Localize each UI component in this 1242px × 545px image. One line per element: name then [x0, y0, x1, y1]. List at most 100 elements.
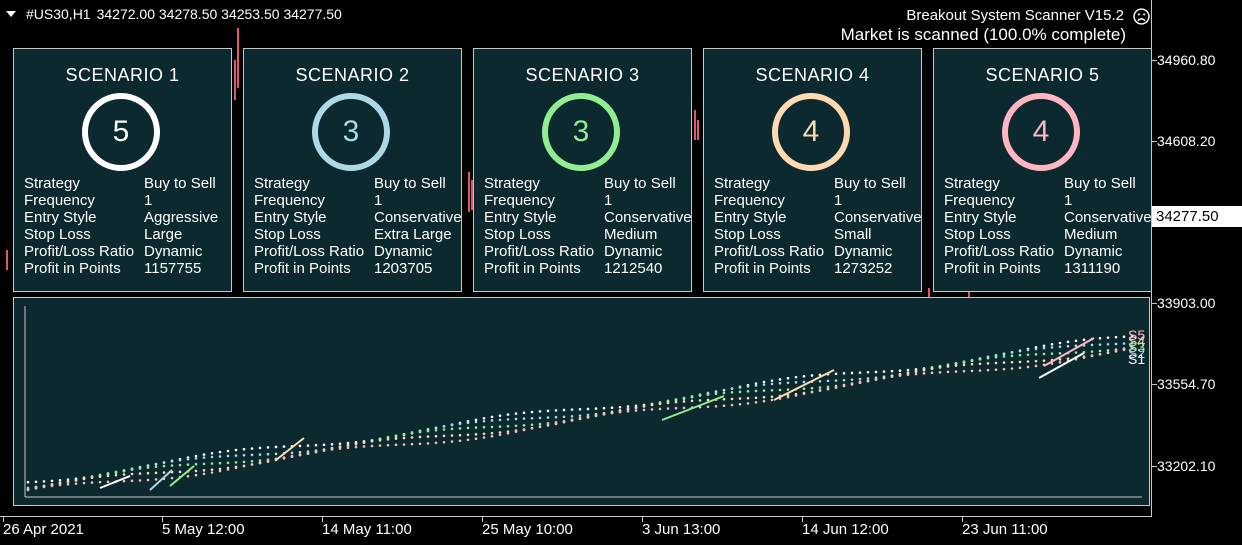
- current-price-marker: 34277.50: [1152, 206, 1242, 227]
- row-value: 1: [834, 192, 843, 209]
- scenario-row: Stop Loss Small: [714, 226, 922, 243]
- scenario-row: Strategy Buy to Sell: [484, 175, 692, 192]
- scenario-details: Strategy Buy to Sell Frequency 1 Entry Style…: [24, 175, 218, 277]
- scenario-row: Frequency 1: [24, 192, 218, 209]
- scenario-title: SCENARIO 5: [985, 65, 1100, 85]
- price-label: 34960.80: [1157, 52, 1216, 68]
- row-label: Frequency: [944, 192, 1015, 209]
- scenario-card-4[interactable]: SCENARIO 4 4 Strategy Buy to Sell Frequency 1…: [703, 48, 922, 292]
- row-value: Extra Large: [374, 226, 452, 243]
- scenario-row: Entry Style Conservative: [944, 209, 1152, 226]
- scenario-card-1[interactable]: SCENARIO 1 5 Strategy Buy to Sell Frequency 1…: [13, 48, 232, 292]
- row-value: Dynamic: [1064, 243, 1123, 260]
- time-label: 14 May 11:00: [322, 521, 412, 538]
- price-label: 34608.20: [1157, 133, 1216, 149]
- row-value: 1212540: [604, 260, 663, 277]
- row-label: Profit/Loss Ratio: [24, 243, 135, 260]
- time-axis: 26 Apr 2021 5 May 12:00 14 May 11:00 25 …: [0, 517, 1152, 545]
- row-label: Stop Loss: [714, 226, 781, 243]
- row-value: 1157755: [144, 260, 202, 277]
- row-label: Profit/Loss Ratio: [714, 243, 825, 260]
- equity-series-label: S4: [1128, 333, 1145, 349]
- row-label: Profit/Loss Ratio: [484, 243, 595, 260]
- scenario-details: Strategy Buy to Sell Frequency 1 Entry Style…: [714, 175, 922, 277]
- price-axis: 34960.80 34608.20 33903.00 33554.70 3320…: [1152, 0, 1242, 517]
- scan-status: Market is scanned (100.0% complete): [840, 25, 1126, 44]
- scenario-count-ring: 5: [82, 93, 160, 171]
- scenario-row: Entry Style Aggressive: [24, 209, 218, 226]
- row-value: 1: [604, 192, 613, 209]
- row-value: Buy to Sell: [1064, 175, 1136, 192]
- row-label: Entry Style: [484, 209, 557, 226]
- scenario-title: SCENARIO 2: [295, 65, 410, 85]
- row-label: Entry Style: [24, 209, 97, 226]
- time-label: 5 May 12:00: [162, 521, 245, 538]
- row-label: Profit in Points: [24, 260, 121, 277]
- row-label: Entry Style: [944, 209, 1017, 226]
- row-value: Conservative: [374, 209, 462, 226]
- row-value: Aggressive: [144, 209, 219, 226]
- scenario-row: Entry Style Conservative: [714, 209, 922, 226]
- row-label: Strategy: [24, 175, 80, 192]
- scenario-row: Entry Style Conservative: [254, 209, 462, 226]
- row-label: Profit in Points: [254, 260, 351, 277]
- price-label: 33903.00: [1157, 295, 1216, 311]
- row-value: Buy to Sell: [834, 175, 906, 192]
- equity-series-label: S1: [1128, 351, 1145, 367]
- symbol-ohlc: 34272.00 34278.50 34253.50 34277.50: [96, 6, 342, 22]
- scenario-row: Strategy Buy to Sell: [24, 175, 218, 192]
- scenario-row: Stop Loss Extra Large: [254, 226, 462, 243]
- scanner-title: Breakout System Scanner V15.2: [906, 7, 1124, 24]
- equity-series-label: S2: [1128, 345, 1145, 361]
- row-value: 1: [1064, 192, 1073, 209]
- row-value: Conservative: [604, 209, 692, 226]
- scenario-row: Stop Loss Large: [24, 226, 218, 243]
- scenario-row: Stop Loss Medium: [484, 226, 692, 243]
- row-label: Stop Loss: [254, 226, 321, 243]
- row-value: 1311190: [1064, 260, 1121, 277]
- time-label: 14 Jun 12:00: [802, 521, 889, 538]
- scenario-row: Profit in Points 1203705: [254, 260, 462, 277]
- symbol-name: #US30,H1: [26, 6, 91, 22]
- row-label: Strategy: [944, 175, 1000, 192]
- row-value: Medium: [1064, 226, 1118, 243]
- scenario-row: Profit in Points 1273252: [714, 260, 922, 277]
- scenario-row: Frequency 1: [254, 192, 462, 209]
- row-label: Frequency: [24, 192, 95, 209]
- row-value: Dynamic: [374, 243, 433, 260]
- row-label: Strategy: [254, 175, 310, 192]
- scenario-row: Profit/Loss Ratio Dynamic: [254, 243, 462, 260]
- scenario-count-ring: 4: [1002, 93, 1080, 171]
- frown-face-icon[interactable]: [1133, 8, 1150, 25]
- scenario-row: Frequency 1: [944, 192, 1152, 209]
- row-label: Entry Style: [254, 209, 327, 226]
- dropdown-triangle-icon[interactable]: [6, 11, 16, 17]
- symbol-bar[interactable]: #US30,H1 34272.00 34278.50 34253.50 3427…: [6, 6, 342, 22]
- row-value: 1: [144, 192, 153, 209]
- row-value: Buy to Sell: [604, 175, 676, 192]
- price-label: 33554.70: [1157, 376, 1216, 392]
- row-label: Stop Loss: [944, 226, 1011, 243]
- scenario-title: SCENARIO 4: [755, 65, 870, 85]
- scenario-row: Strategy Buy to Sell: [254, 175, 462, 192]
- row-label: Frequency: [714, 192, 785, 209]
- row-label: Strategy: [484, 175, 540, 192]
- row-value: Conservative: [1064, 209, 1152, 226]
- scenario-row: Profit/Loss Ratio Dynamic: [944, 243, 1152, 260]
- row-label: Frequency: [254, 192, 325, 209]
- time-label: 25 May 10:00: [482, 521, 573, 538]
- row-value: Dynamic: [144, 243, 203, 260]
- scenario-card-2[interactable]: SCENARIO 2 3 Strategy Buy to Sell Frequency 1…: [243, 48, 462, 292]
- row-value: Conservative: [834, 209, 922, 226]
- scenario-row: Profit/Loss Ratio Dynamic: [24, 243, 218, 260]
- scenario-count-ring: 4: [772, 93, 850, 171]
- scenario-card-5[interactable]: SCENARIO 5 4 Strategy Buy to Sell Frequency 1…: [933, 48, 1152, 292]
- row-value: 1203705: [374, 260, 433, 277]
- row-label: Strategy: [714, 175, 770, 192]
- row-label: Entry Style: [714, 209, 787, 226]
- scenario-row: Frequency 1: [714, 192, 922, 209]
- row-label: Frequency: [484, 192, 555, 209]
- scenario-card-3[interactable]: SCENARIO 3 3 Strategy Buy to Sell Frequency 1…: [473, 48, 692, 292]
- row-value: Small: [834, 226, 872, 243]
